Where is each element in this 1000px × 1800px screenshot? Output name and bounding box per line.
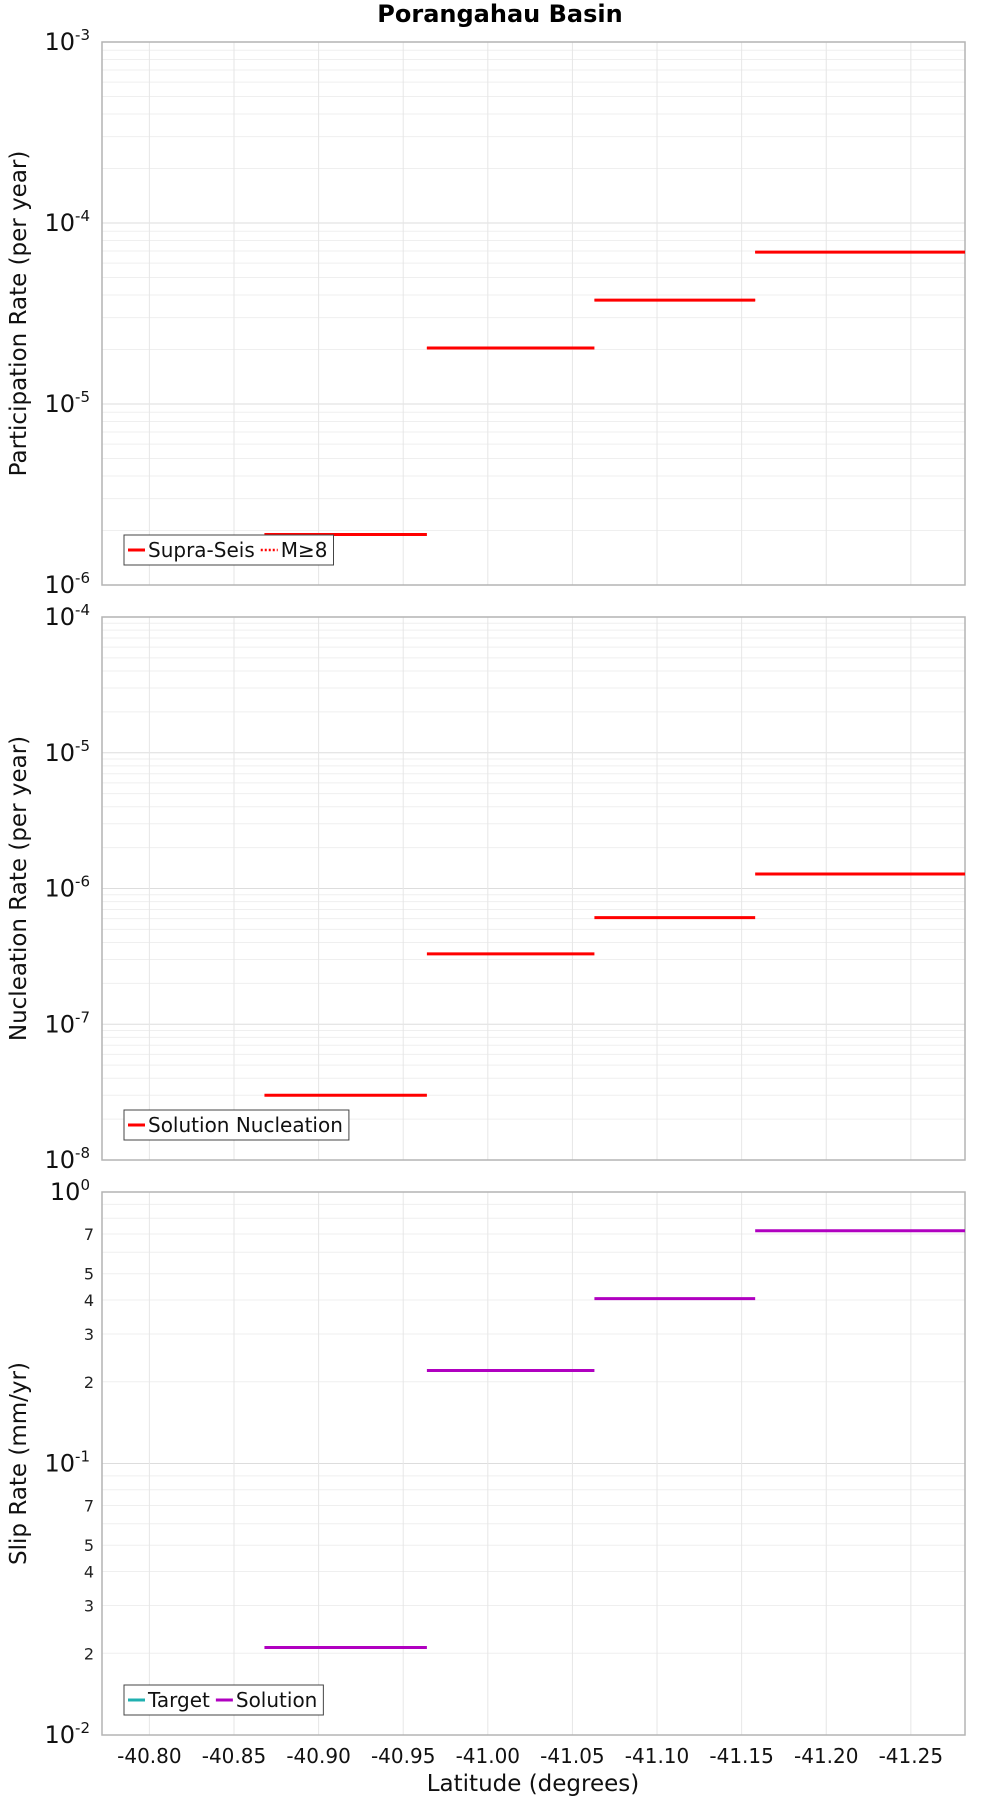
y-minor-tick-label: 7 — [84, 1225, 94, 1244]
x-tick-label: -41.10 — [625, 1744, 689, 1768]
y-axis-label: Nucleation Rate (per year) — [6, 736, 32, 1041]
y-tick-label: 10-6 — [44, 873, 90, 903]
y-minor-tick-label: 5 — [84, 1536, 94, 1555]
legend-label: Solution — [236, 1688, 317, 1712]
legend-label: Solution Nucleation — [148, 1113, 343, 1137]
plot-area — [102, 42, 965, 585]
y-tick-label: 10-8 — [44, 1144, 90, 1174]
plot-border — [101, 616, 966, 1161]
plot-border — [101, 1191, 966, 1736]
y-tick-label: 10-5 — [44, 388, 90, 418]
x-tick-label: -40.80 — [117, 1744, 181, 1768]
y-minor-tick-label: 4 — [84, 1563, 94, 1582]
y-tick-label: 10-1 — [44, 1448, 90, 1478]
x-tick-label: -40.90 — [286, 1744, 350, 1768]
y-tick-label: 10-4 — [44, 601, 90, 631]
legend-box — [123, 534, 334, 566]
x-tick-label: -41.20 — [794, 1744, 858, 1768]
x-tick-label: -40.95 — [371, 1744, 435, 1768]
x-axis-label: Latitude (degrees) — [427, 1771, 640, 1797]
panel-2: 10-8 10-7 10-6 10-5 10-4 Nucleation Rate (per… — [6, 601, 966, 1174]
plot-border — [101, 41, 966, 586]
panels: 10-6 10-5 10-4 10-3 Participation Rate (per … — [6, 26, 966, 1768]
y-tick-label: 10-7 — [44, 1008, 90, 1038]
y-minor-tick-label: 2 — [84, 1373, 94, 1392]
legend-box — [123, 1109, 350, 1141]
chart-title: Porangahau Basin — [377, 0, 622, 28]
x-tick-label: -41.00 — [456, 1744, 520, 1768]
y-axis-label: Slip Rate (mm/yr) — [6, 1362, 32, 1565]
panel-1: 10-6 10-5 10-4 10-3 Participation Rate (per … — [6, 26, 966, 599]
y-minor-tick-label: 3 — [84, 1325, 94, 1344]
y-minor-tick-label: 2 — [84, 1644, 94, 1663]
legend-label: Supra-Seis — [148, 538, 255, 562]
y-tick-label: 100 — [50, 1176, 90, 1206]
legend-label: Target — [147, 1688, 210, 1712]
y-tick-label: 10-3 — [44, 26, 90, 56]
y-minor-tick-label: 5 — [84, 1265, 94, 1284]
legend: Target Solution — [123, 1684, 324, 1716]
x-tick-label: -41.05 — [540, 1744, 604, 1768]
x-axis-ticks: -40.80 -40.85 -40.90 -40.95 -41.00 -41.05 -41.… — [117, 1744, 943, 1768]
y-minor-tick-label: 7 — [84, 1497, 94, 1516]
y-axis-label: Participation Rate (per year) — [6, 151, 32, 477]
y-tick-label: 10-2 — [44, 1719, 90, 1749]
legend-label: M≥8 — [281, 538, 328, 562]
panel-3: 10-2 10-1 100 2 3 4 5 7 2 3 4 5 7 Slip Rate (mm/yr) Ta… — [6, 1176, 966, 1749]
x-tick-label: -41.25 — [879, 1744, 943, 1768]
x-tick-label: -40.85 — [202, 1744, 266, 1768]
y-minor-tick-label: 4 — [84, 1291, 94, 1310]
y-tick-label: 10-6 — [44, 569, 90, 599]
y-minor-tick-label: 3 — [84, 1596, 94, 1615]
x-tick-label: -41.15 — [709, 1744, 773, 1768]
legend: Solution Nucleation — [123, 1109, 350, 1141]
legend: Supra-Seis M≥8 — [123, 534, 334, 566]
y-tick-label: 10-4 — [44, 207, 90, 237]
y-tick-label: 10-5 — [44, 737, 90, 767]
